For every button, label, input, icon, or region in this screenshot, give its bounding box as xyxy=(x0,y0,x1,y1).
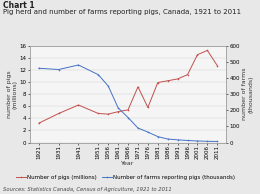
Text: Pig herd and number of farms reporting pigs, Canada, 1921 to 2011: Pig herd and number of farms reporting p… xyxy=(3,9,241,15)
Y-axis label: number of pigs
(millions): number of pigs (millions) xyxy=(6,70,17,118)
Y-axis label: number of farms
(thousands): number of farms (thousands) xyxy=(242,68,253,120)
X-axis label: Year: Year xyxy=(121,161,135,166)
Text: Chart 1: Chart 1 xyxy=(3,1,34,10)
Legend: Number of pigs (millions), Number of farms reporting pigs (thousands): Number of pigs (millions), Number of far… xyxy=(16,175,235,180)
Text: Sources: Statistics Canada, Census of Agriculture, 1921 to 2011: Sources: Statistics Canada, Census of Ag… xyxy=(3,187,171,192)
